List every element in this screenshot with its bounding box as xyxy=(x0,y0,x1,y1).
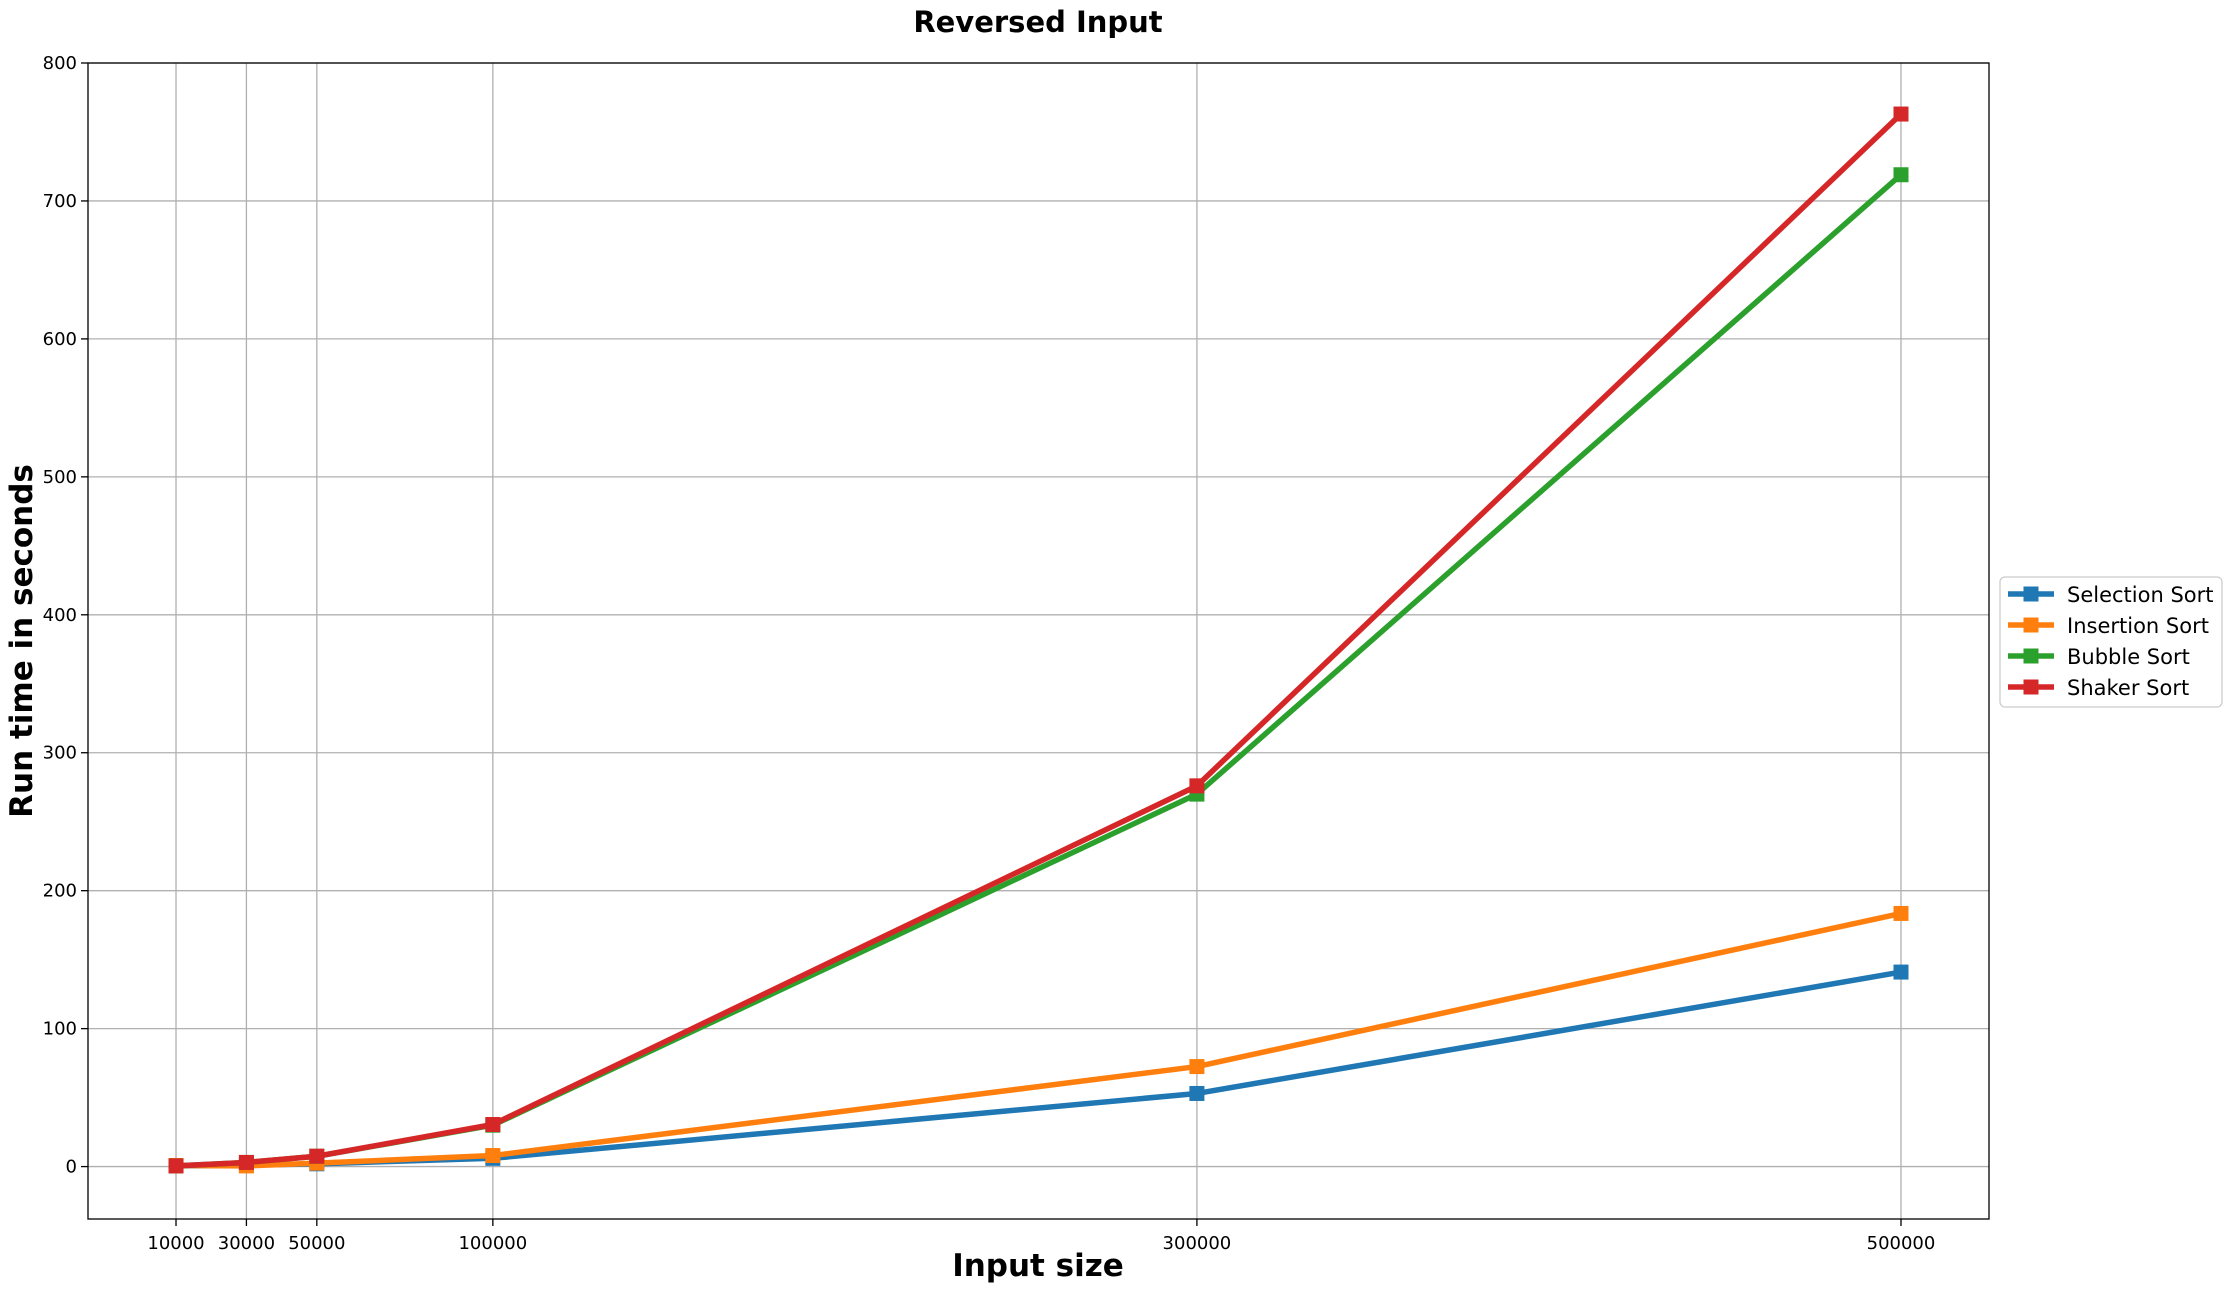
tick-layer: 10000 30000 50000 100000 300000 500000 0 100 200… xyxy=(43,53,1936,1254)
legend-label: Bubble Sort xyxy=(2067,645,2190,669)
legend-label: Selection Sort xyxy=(2067,583,2214,607)
y-tick-label: 800 xyxy=(43,53,77,74)
legend-item-insertion-sort: Insertion Sort xyxy=(2008,614,2209,638)
legend-box xyxy=(1999,576,2223,708)
series-shaker-sort xyxy=(168,106,1909,1174)
legend-item-selection-sort: Selection Sort xyxy=(2008,583,2214,607)
data-point-insertion-sort xyxy=(1893,905,1909,921)
legend-marker xyxy=(2023,617,2039,633)
data-point-bubble-sort xyxy=(1893,167,1909,183)
data-point-shaker-sort xyxy=(1893,106,1909,122)
data-point-selection-sort xyxy=(1189,1085,1205,1101)
y-axis-label: Run time in seconds xyxy=(4,464,40,818)
x-axis-label: Input size xyxy=(952,1248,1124,1284)
legend-marker xyxy=(2023,648,2039,664)
series-line-shaker-sort xyxy=(173,111,1904,1169)
legend-label: Shaker Sort xyxy=(2067,676,2189,700)
y-tick-label: 300 xyxy=(43,743,77,764)
series-layer xyxy=(168,106,1909,1174)
data-point-shaker-sort xyxy=(485,1117,501,1133)
legend-marker xyxy=(2023,679,2039,695)
y-tick-label: 400 xyxy=(43,605,77,626)
y-tick-label: 200 xyxy=(43,881,77,902)
y-tick-label: 600 xyxy=(43,329,77,350)
y-tick-label: 500 xyxy=(43,467,77,488)
series-line-insertion-sort xyxy=(173,910,1904,1169)
series-bubble-sort xyxy=(168,167,1909,1174)
grid-layer xyxy=(88,62,1989,1219)
x-tick-label: 300000 xyxy=(1163,1233,1232,1254)
y-tick-label: 100 xyxy=(43,1019,77,1040)
data-point-insertion-sort xyxy=(1189,1059,1205,1075)
x-tick-label: 500000 xyxy=(1867,1233,1936,1254)
series-selection-sort xyxy=(168,964,1909,1174)
legend-marker xyxy=(2023,586,2039,602)
data-point-shaker-sort xyxy=(1189,778,1205,794)
x-tick-label: 30000 xyxy=(218,1233,275,1254)
y-tick-label: 0 xyxy=(66,1157,77,1178)
legend: Selection Sort Insertion Sort Bubble Sort S… xyxy=(1999,576,2223,708)
data-point-shaker-sort xyxy=(238,1154,254,1170)
data-point-insertion-sort xyxy=(485,1148,501,1164)
x-tick-label: 50000 xyxy=(288,1233,345,1254)
data-point-selection-sort xyxy=(1893,964,1909,980)
y-tick-label: 700 xyxy=(43,191,77,212)
data-point-shaker-sort xyxy=(168,1158,184,1174)
data-point-shaker-sort xyxy=(309,1148,325,1164)
legend-item-shaker-sort: Shaker Sort xyxy=(2008,676,2189,700)
legend-item-bubble-sort: Bubble Sort xyxy=(2008,645,2190,669)
chart-title: Reversed Input xyxy=(913,5,1162,39)
plot-frame xyxy=(87,62,1990,1220)
legend-label: Insertion Sort xyxy=(2067,614,2209,638)
x-tick-label: 100000 xyxy=(458,1233,527,1254)
x-tick-label: 10000 xyxy=(147,1233,204,1254)
